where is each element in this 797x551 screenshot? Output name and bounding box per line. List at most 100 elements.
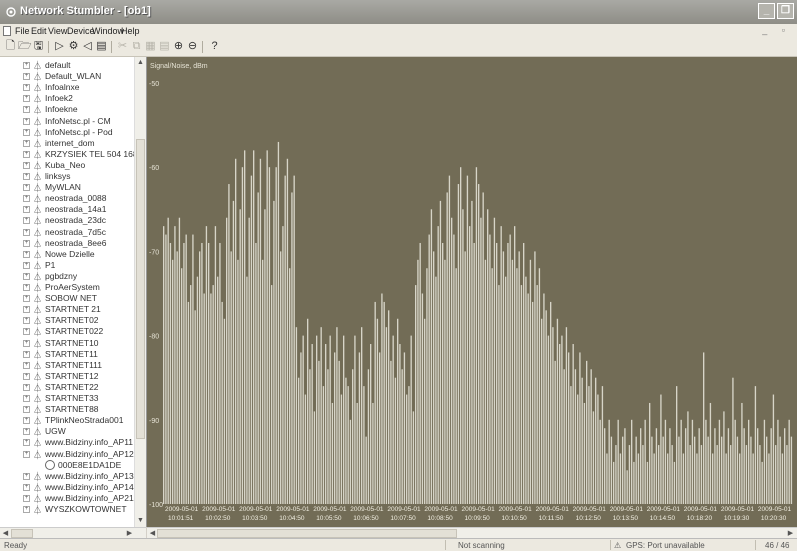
expand-icon[interactable]: +: [23, 95, 30, 103]
expand-icon[interactable]: +: [23, 439, 30, 447]
expand-icon[interactable]: +: [23, 62, 30, 69]
expand-icon[interactable]: +: [23, 228, 30, 236]
expand-icon[interactable]: +: [23, 173, 30, 180]
tree-item[interactable]: + ⏃ www.Bidziny.info_AP11: [0, 436, 140, 448]
chart-horizontal-scrollbar[interactable]: ◀ ▶: [147, 527, 797, 539]
tree-item[interactable]: + ⏃ Infoalnxe: [0, 81, 140, 93]
tree-item[interactable]: + ⏃ pgbdzny: [0, 270, 140, 282]
expand-icon[interactable]: +: [23, 406, 30, 414]
expand-icon[interactable]: +: [23, 306, 30, 314]
tree-item[interactable]: + ⏃ neostrada_14a1: [0, 203, 140, 215]
zoom-in-icon[interactable]: ⊕: [173, 40, 184, 52]
tree-item[interactable]: + ⏃ KRZYSIEK TEL 504 168 319: [0, 148, 146, 160]
tree-item[interactable]: + ⏃ STARTNET33: [0, 392, 140, 404]
scroll-left-icon[interactable]: ◀: [2, 530, 9, 537]
scroll-up-icon[interactable]: ▲: [137, 59, 144, 66]
expand-icon[interactable]: +: [23, 506, 30, 513]
tree-item[interactable]: + ⏃ SOBOW NET: [0, 292, 140, 304]
expand-icon[interactable]: +: [23, 428, 30, 436]
tree-item[interactable]: + ⏃ Kuba_Neo: [0, 159, 140, 171]
menu-view[interactable]: View: [48, 26, 68, 36]
expand-icon[interactable]: +: [23, 139, 30, 147]
tree-item[interactable]: + ⏃ UGW: [0, 425, 140, 437]
tree-child-item[interactable]: 000E8E1DA1DE: [0, 459, 140, 471]
tree-item[interactable]: + ⏃ TPlinkNeoStrada001: [0, 414, 140, 426]
new-file-icon[interactable]: 🗋: [6, 40, 15, 52]
tree-item[interactable]: + ⏃ Infoekne: [0, 103, 140, 115]
expand-icon[interactable]: +: [23, 272, 30, 280]
tree-item[interactable]: + ⏃ www.Bidziny.info_AP21: [0, 492, 140, 504]
document-icon[interactable]: [3, 26, 11, 36]
expand-icon[interactable]: +: [23, 128, 30, 136]
play-icon[interactable]: ▷: [55, 40, 64, 52]
save-icon[interactable]: 🖫: [33, 40, 44, 52]
help-icon[interactable]: ?: [211, 40, 218, 52]
expand-icon[interactable]: +: [23, 472, 30, 480]
expand-icon[interactable]: +: [23, 150, 30, 158]
expand-icon[interactable]: +: [23, 395, 30, 402]
tree-item[interactable]: + ⏃ neostrada_8ee6: [0, 237, 140, 249]
tree-item[interactable]: + ⏃ www.Bidziny.info_AP12: [0, 448, 140, 460]
tree-item[interactable]: + ⏃ www.Bidziny.info_AP14: [0, 481, 140, 493]
tree-item[interactable]: + ⏃ Nowe Dzielle: [0, 248, 140, 260]
menu-edit[interactable]: Edit: [31, 26, 47, 36]
tree-item[interactable]: + ⏃ InfoNetsc.pl - Pod: [0, 126, 140, 138]
tree-item[interactable]: + ⏃ InfoNetsc.pl - CM: [0, 115, 140, 127]
expand-icon[interactable]: +: [23, 339, 30, 347]
expand-icon[interactable]: +: [23, 161, 30, 169]
expand-icon[interactable]: +: [23, 450, 30, 458]
properties-icon[interactable]: ▤: [96, 40, 107, 52]
scroll-left-icon[interactable]: ◀: [149, 530, 156, 537]
tree-item[interactable]: + ⏃ STARTNET10: [0, 337, 140, 349]
expand-icon[interactable]: +: [23, 417, 30, 425]
expand-icon[interactable]: +: [23, 295, 30, 303]
expand-icon[interactable]: +: [23, 73, 30, 81]
speaker-icon[interactable]: ◁: [83, 40, 92, 52]
tree-item[interactable]: + ⏃ neostrada_0088: [0, 192, 140, 204]
expand-icon[interactable]: +: [23, 284, 30, 291]
tree-item[interactable]: + ⏃ STARTNET22: [0, 381, 140, 393]
cut-icon[interactable]: ✂: [117, 40, 128, 52]
expand-icon[interactable]: +: [23, 250, 30, 258]
tree-item[interactable]: + ⏃ ProAerSystem: [0, 281, 140, 293]
menu-file[interactable]: File: [15, 26, 30, 36]
menu-window[interactable]: Window: [92, 26, 125, 36]
restore-button[interactable]: ❐: [777, 3, 794, 19]
expand-icon[interactable]: +: [23, 350, 30, 358]
minimize-button[interactable]: _: [758, 3, 775, 19]
list-icon[interactable]: ▤: [159, 40, 170, 52]
tree-item[interactable]: + ⏃ neostrada_23dc: [0, 214, 140, 226]
expand-icon[interactable]: +: [23, 239, 30, 247]
menu-help[interactable]: Help: [121, 26, 140, 36]
scroll-right-icon[interactable]: ▶: [126, 530, 133, 537]
expand-icon[interactable]: +: [23, 117, 30, 125]
tree-item[interactable]: + ⏃ P1: [0, 259, 140, 271]
expand-icon[interactable]: +: [23, 206, 30, 214]
tree-item[interactable]: + ⏃ default: [0, 59, 140, 71]
scroll-thumb[interactable]: [136, 139, 145, 439]
tree-item[interactable]: + ⏃ STARTNET12: [0, 370, 140, 382]
auto-config-icon[interactable]: ⚙: [68, 40, 79, 52]
tree-item[interactable]: + ⏃ STARTNET022: [0, 325, 140, 337]
expand-icon[interactable]: +: [23, 217, 30, 225]
tree-item[interactable]: + ⏃ Infoek2: [0, 92, 140, 104]
tree-item[interactable]: + ⏃ STARTNET111: [0, 359, 140, 371]
tree-item[interactable]: + ⏃ linksys: [0, 170, 140, 182]
tree-vertical-scrollbar[interactable]: ▲ ▼: [134, 57, 146, 527]
menu-device[interactable]: Device: [67, 26, 95, 36]
expand-icon[interactable]: +: [23, 372, 30, 380]
tree-item[interactable]: + ⏃ MyWLAN: [0, 181, 140, 193]
tree-item[interactable]: + ⏃ STARTNET11: [0, 348, 140, 360]
expand-icon[interactable]: +: [23, 184, 30, 192]
expand-icon[interactable]: +: [23, 261, 30, 269]
scroll-down-icon[interactable]: ▼: [137, 517, 144, 524]
tree-item[interactable]: + ⏃ WYSZKOWTOWNET: [0, 503, 140, 515]
open-folder-icon[interactable]: 🗁: [18, 40, 32, 52]
expand-icon[interactable]: +: [23, 195, 30, 203]
tree-item[interactable]: + ⏃ Default_WLAN: [0, 70, 140, 82]
mdi-window-controls[interactable]: _ ▫: [762, 25, 791, 35]
tree-item[interactable]: + ⏃ STARTNET 21: [0, 303, 140, 315]
tree-item[interactable]: + ⏃ neostrada_7d5c: [0, 226, 140, 238]
scroll-thumb[interactable]: [157, 529, 457, 538]
copy-icon[interactable]: ⧉: [132, 40, 141, 52]
